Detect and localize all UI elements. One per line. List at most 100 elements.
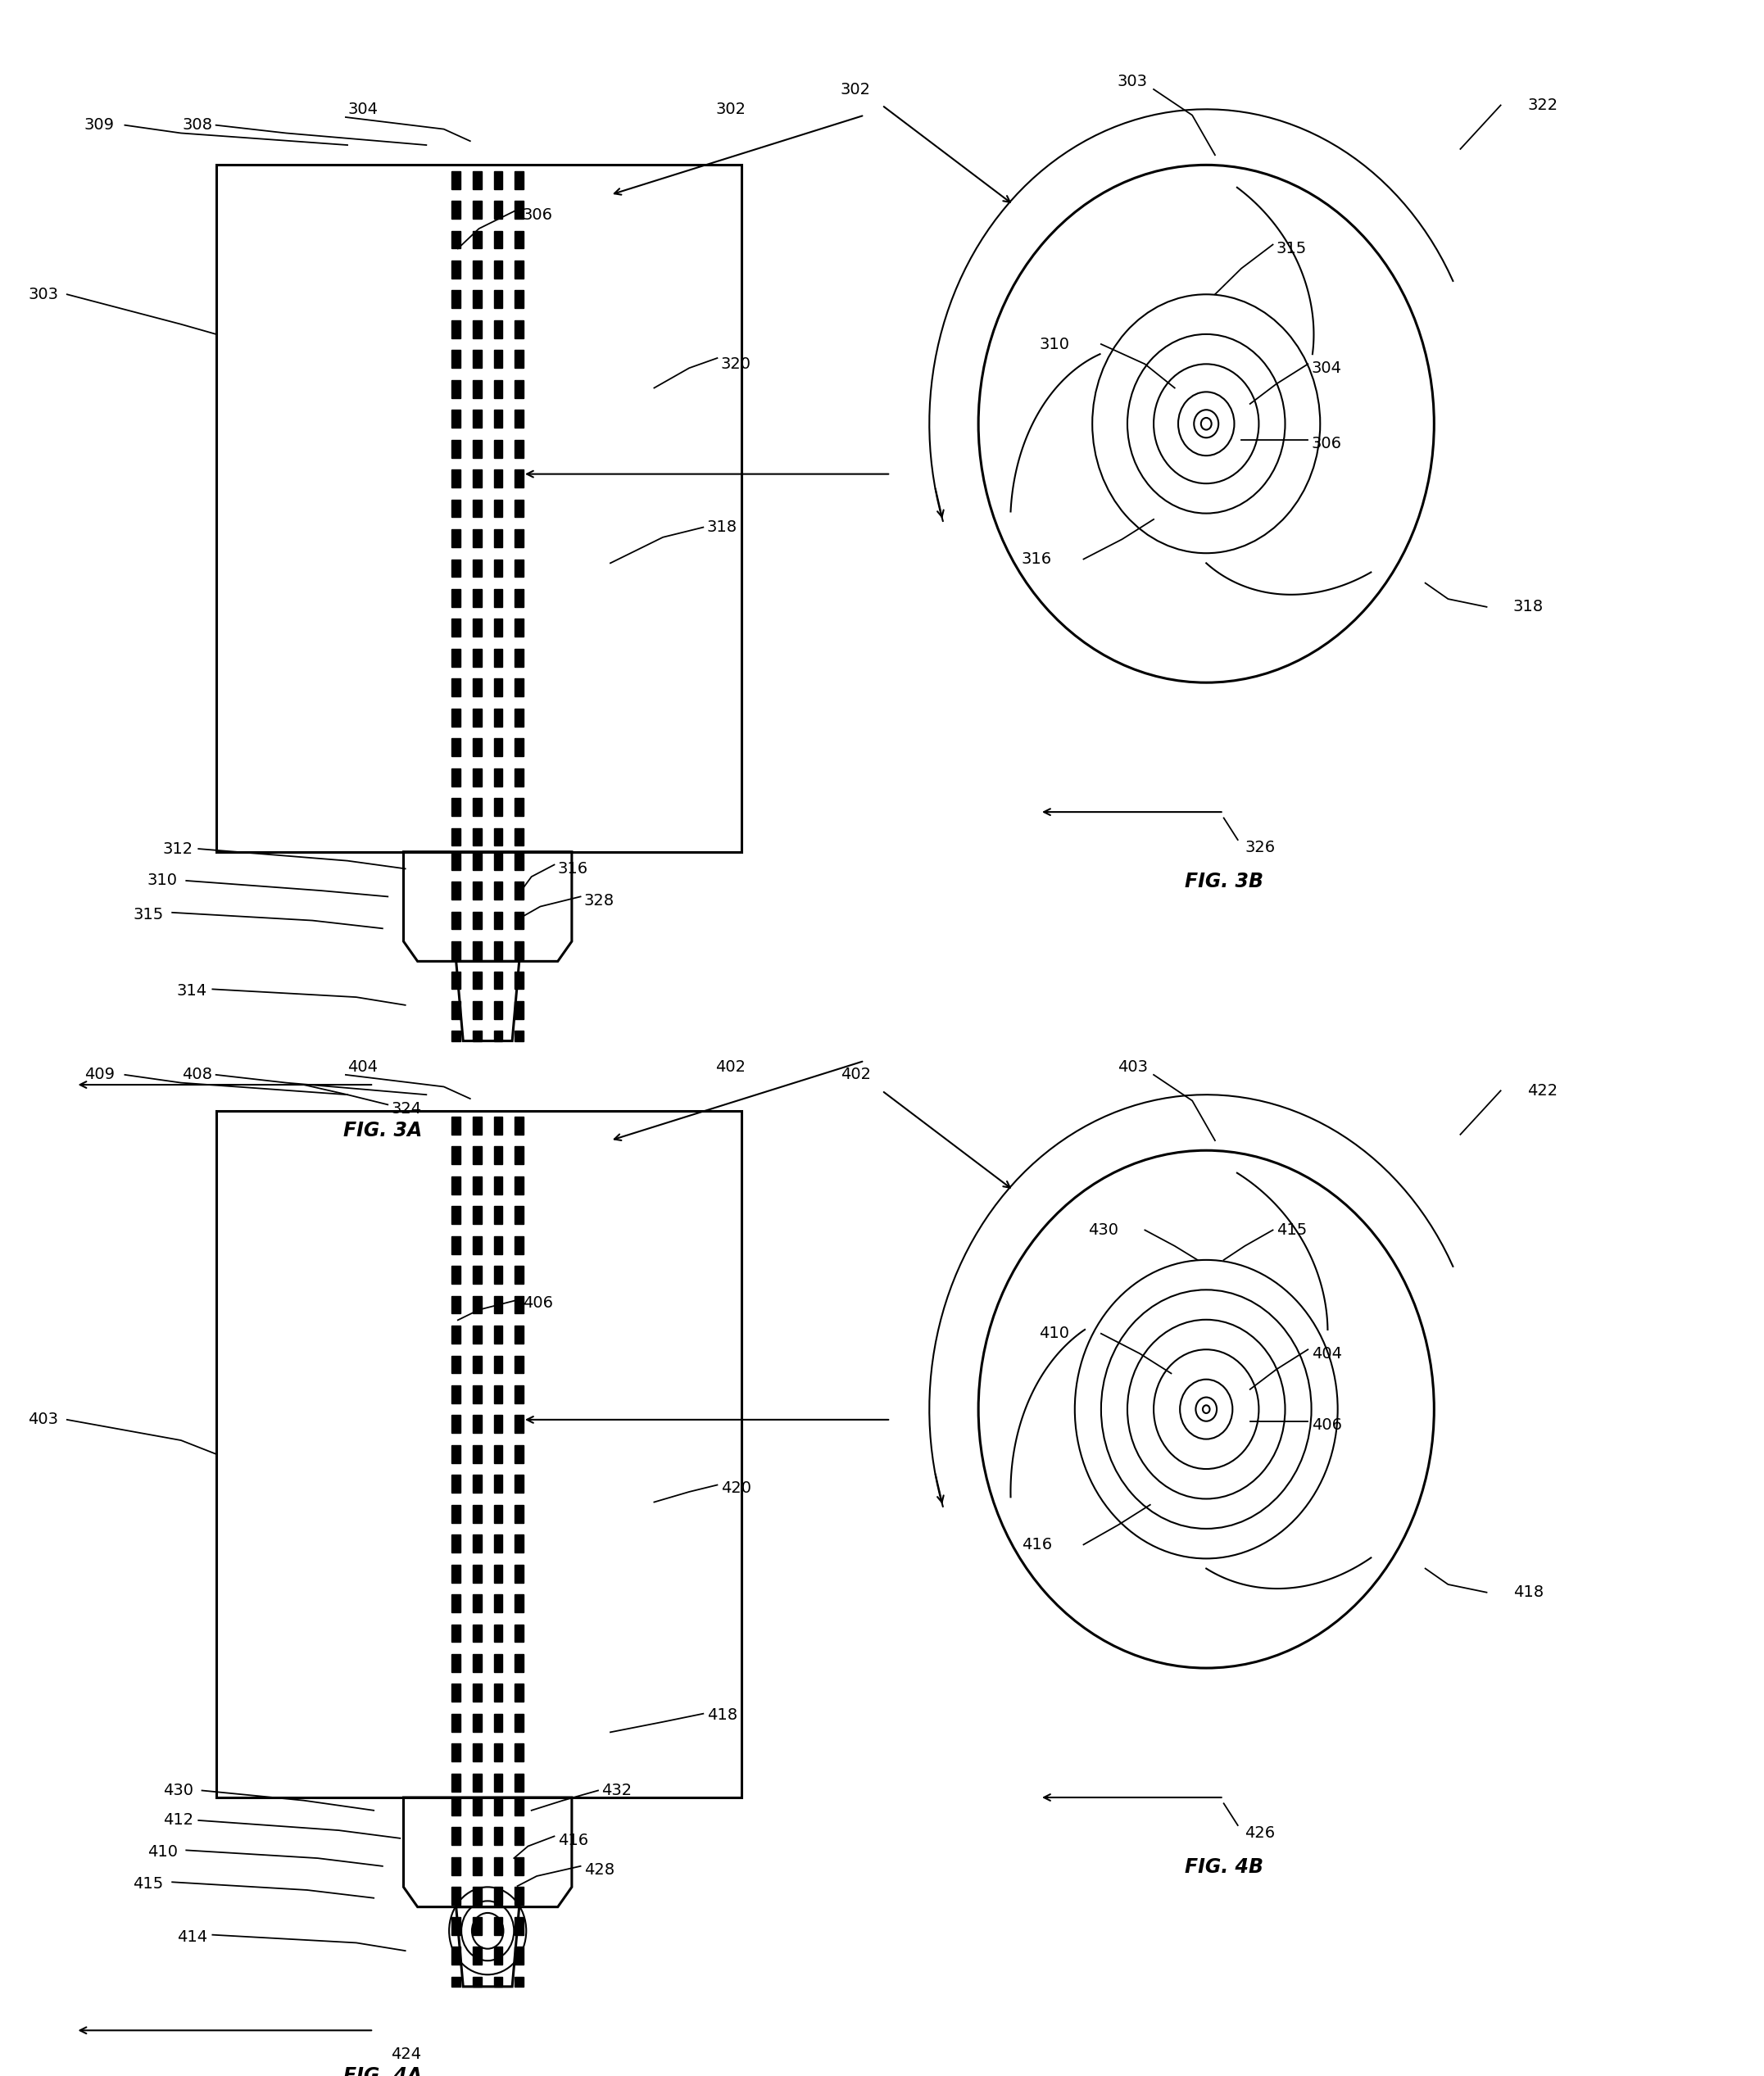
Bar [452, 940, 460, 959]
Text: FIG. 4B: FIG. 4B [1184, 1858, 1263, 1877]
Bar [473, 469, 482, 488]
Text: 316: 316 [557, 862, 587, 876]
Text: 410: 410 [146, 1843, 178, 1860]
Text: 304: 304 [1311, 361, 1342, 376]
Bar [494, 1235, 503, 1254]
Text: 403: 403 [28, 1412, 58, 1428]
Bar [494, 1565, 503, 1582]
Bar [473, 351, 482, 367]
Bar [452, 1356, 460, 1374]
Bar [452, 1798, 460, 1814]
Bar [452, 1715, 460, 1731]
Bar [494, 1356, 503, 1374]
Bar [494, 619, 503, 637]
Bar [494, 1385, 503, 1403]
Bar [452, 1565, 460, 1582]
Bar [494, 1684, 503, 1702]
Text: 406: 406 [1311, 1418, 1342, 1432]
Text: 416: 416 [557, 1833, 587, 1848]
Bar [515, 1117, 524, 1133]
Bar [452, 170, 460, 189]
Bar [473, 1594, 482, 1613]
Bar [452, 648, 460, 666]
Bar [452, 1266, 460, 1283]
Bar [494, 1206, 503, 1225]
Bar [515, 851, 524, 870]
Bar [473, 291, 482, 309]
Bar [473, 1445, 482, 1464]
Bar [473, 1177, 482, 1194]
Bar [515, 1565, 524, 1582]
Bar [473, 1534, 482, 1553]
Bar [452, 291, 460, 309]
Bar [452, 1534, 460, 1553]
Text: 426: 426 [1245, 1825, 1275, 1841]
Bar [494, 828, 503, 845]
Text: 303: 303 [28, 286, 58, 303]
Bar [515, 1474, 524, 1493]
Bar [452, 1773, 460, 1792]
Bar [452, 1235, 460, 1254]
Text: 432: 432 [602, 1783, 632, 1798]
Text: 310: 310 [146, 872, 178, 889]
Bar [452, 320, 460, 338]
Text: 315: 315 [132, 907, 164, 922]
Bar [473, 797, 482, 816]
Text: 412: 412 [162, 1812, 194, 1829]
Bar [494, 972, 503, 988]
Bar [473, 1146, 482, 1165]
Bar [494, 469, 503, 488]
Bar [515, 1445, 524, 1464]
Text: 302: 302 [716, 102, 746, 116]
Bar [473, 1001, 482, 1019]
Bar [473, 768, 482, 787]
Bar [494, 1623, 503, 1642]
Bar [452, 1385, 460, 1403]
Bar [494, 230, 503, 249]
Bar [515, 1295, 524, 1314]
Text: 408: 408 [182, 1067, 212, 1082]
Bar [515, 679, 524, 698]
Bar [452, 1916, 460, 1935]
Bar [452, 1416, 460, 1432]
Bar [452, 1976, 460, 1987]
Bar [515, 1715, 524, 1731]
Bar [452, 1623, 460, 1642]
Bar [494, 648, 503, 666]
Bar [515, 1623, 524, 1642]
Bar [473, 1887, 482, 1906]
Bar [452, 1947, 460, 1964]
Bar [473, 1858, 482, 1875]
Text: 409: 409 [85, 1067, 115, 1082]
Bar [473, 1474, 482, 1493]
Bar [473, 440, 482, 457]
Text: 316: 316 [1021, 552, 1051, 567]
Text: 303: 303 [1117, 73, 1148, 89]
Bar [494, 1534, 503, 1553]
Bar [473, 739, 482, 756]
Bar [473, 1623, 482, 1642]
Bar [515, 1266, 524, 1283]
Bar [515, 320, 524, 338]
Text: 402: 402 [716, 1059, 746, 1075]
Bar [515, 797, 524, 816]
Bar [515, 230, 524, 249]
Bar [452, 797, 460, 816]
Bar [452, 590, 460, 606]
Bar [494, 500, 503, 517]
Bar [494, 1266, 503, 1283]
Text: 308: 308 [182, 118, 212, 133]
Bar [515, 1594, 524, 1613]
Text: 315: 315 [1277, 241, 1307, 255]
Bar [473, 828, 482, 845]
Text: 420: 420 [721, 1480, 751, 1497]
Bar [452, 1295, 460, 1314]
Bar [515, 1235, 524, 1254]
Bar [473, 380, 482, 399]
Bar [515, 1858, 524, 1875]
Bar [473, 1295, 482, 1314]
Text: 314: 314 [176, 984, 206, 999]
Text: 318: 318 [1514, 600, 1544, 614]
Text: 428: 428 [584, 1862, 614, 1879]
Bar [473, 1385, 482, 1403]
